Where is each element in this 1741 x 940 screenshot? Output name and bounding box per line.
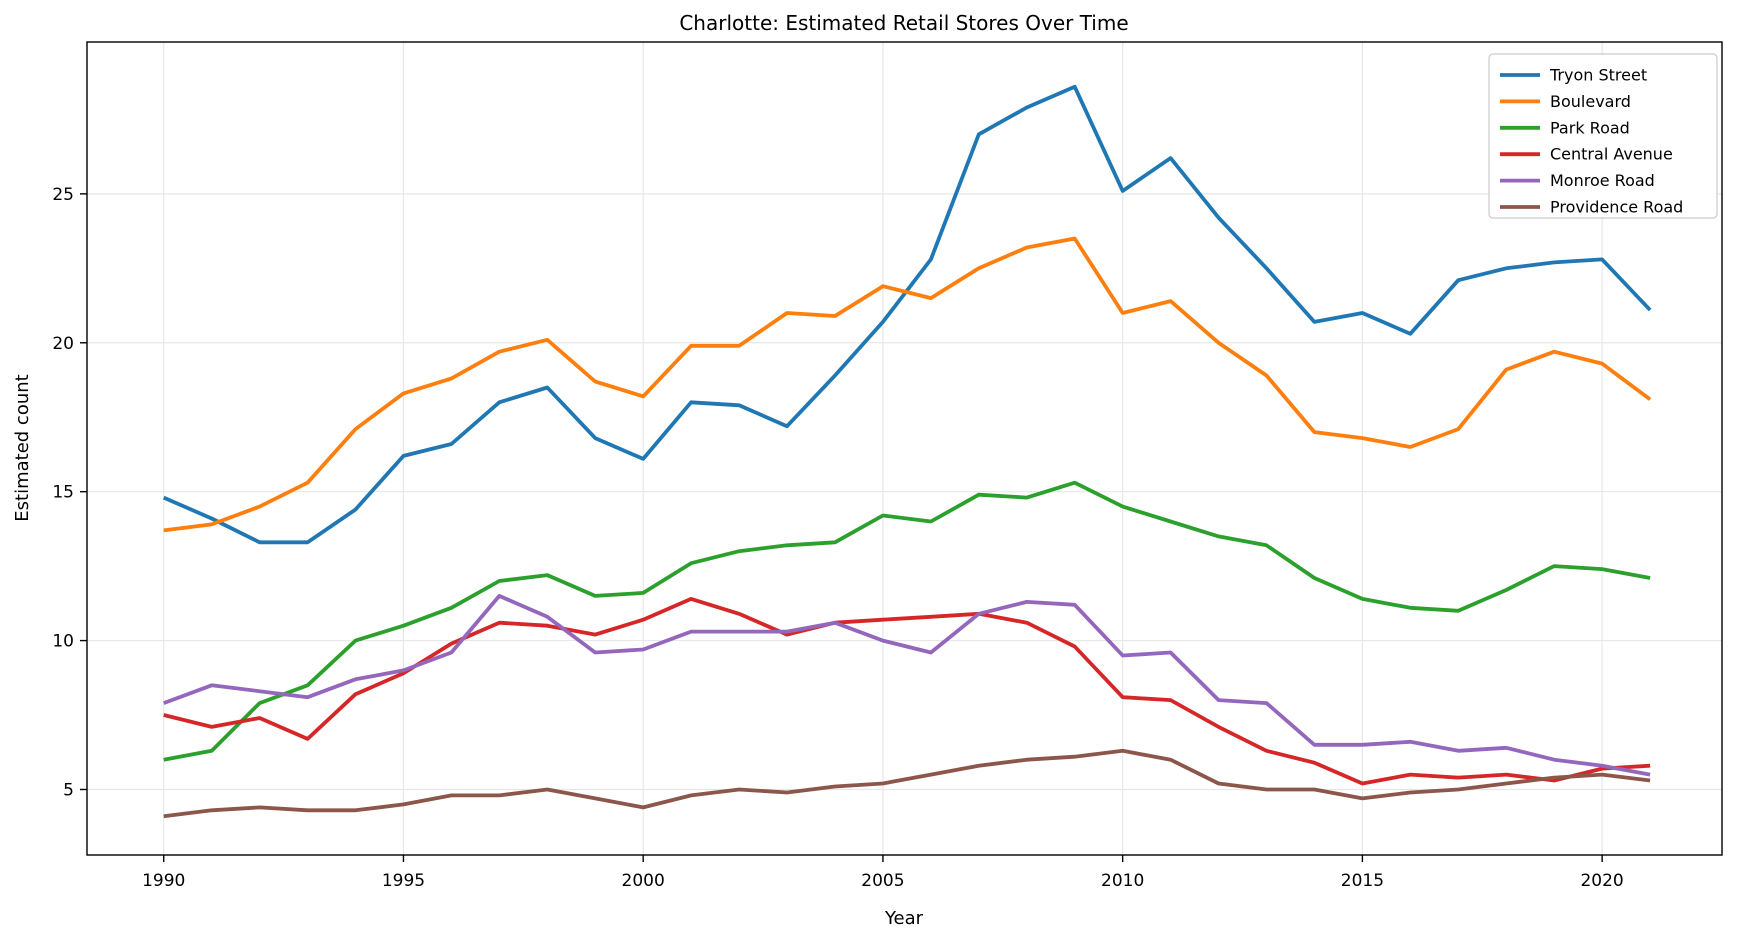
x-tick-label: 2000 bbox=[622, 871, 665, 891]
plot-area: 1990 1995 2000 2005 2010 2015 2020 5 10 15 20 25 Try… bbox=[52, 41, 1723, 891]
series-line-central-avenue bbox=[163, 597, 1651, 786]
x-tick-label: 2020 bbox=[1580, 871, 1623, 891]
x-tick-label: 2010 bbox=[1101, 871, 1144, 891]
legend-label-providence-road: Providence Road bbox=[1550, 198, 1683, 217]
x-tick-label: 1990 bbox=[142, 871, 185, 891]
y-tick-label: 20 bbox=[52, 334, 74, 354]
legend-label-central-avenue: Central Avenue bbox=[1550, 145, 1673, 164]
y-tick-label: 25 bbox=[52, 185, 74, 205]
x-tick-label: 2015 bbox=[1341, 871, 1384, 891]
x-axis-label: Year bbox=[884, 908, 924, 929]
legend: Tryon Street Boulevard Park Road Central Av… bbox=[1488, 53, 1718, 219]
legend-label-tryon-street: Tryon Street bbox=[1549, 66, 1647, 85]
legend-label-boulevard: Boulevard bbox=[1550, 92, 1631, 111]
legend-box bbox=[1488, 53, 1718, 219]
x-tick-label: 2005 bbox=[861, 871, 904, 891]
series-line-tryon-street bbox=[162, 84, 1652, 545]
series-line-park-road bbox=[163, 480, 1651, 762]
series-line-monroe-road bbox=[163, 594, 1651, 777]
y-axis-label: Estimated count bbox=[12, 374, 33, 521]
series-line-providence-road bbox=[163, 748, 1651, 819]
y-tick-label: 5 bbox=[63, 780, 74, 800]
x-tick-label: 1995 bbox=[382, 871, 425, 891]
y-tick-label: 10 bbox=[52, 632, 74, 652]
y-tick-label: 15 bbox=[52, 483, 74, 503]
series-line-boulevard bbox=[163, 236, 1652, 533]
legend-label-park-road: Park Road bbox=[1550, 118, 1630, 137]
legend-label-monroe-road: Monroe Road bbox=[1550, 171, 1655, 190]
plot-border bbox=[86, 41, 1723, 856]
chart-title: Charlotte: Estimated Retail Stores Over … bbox=[679, 11, 1128, 35]
